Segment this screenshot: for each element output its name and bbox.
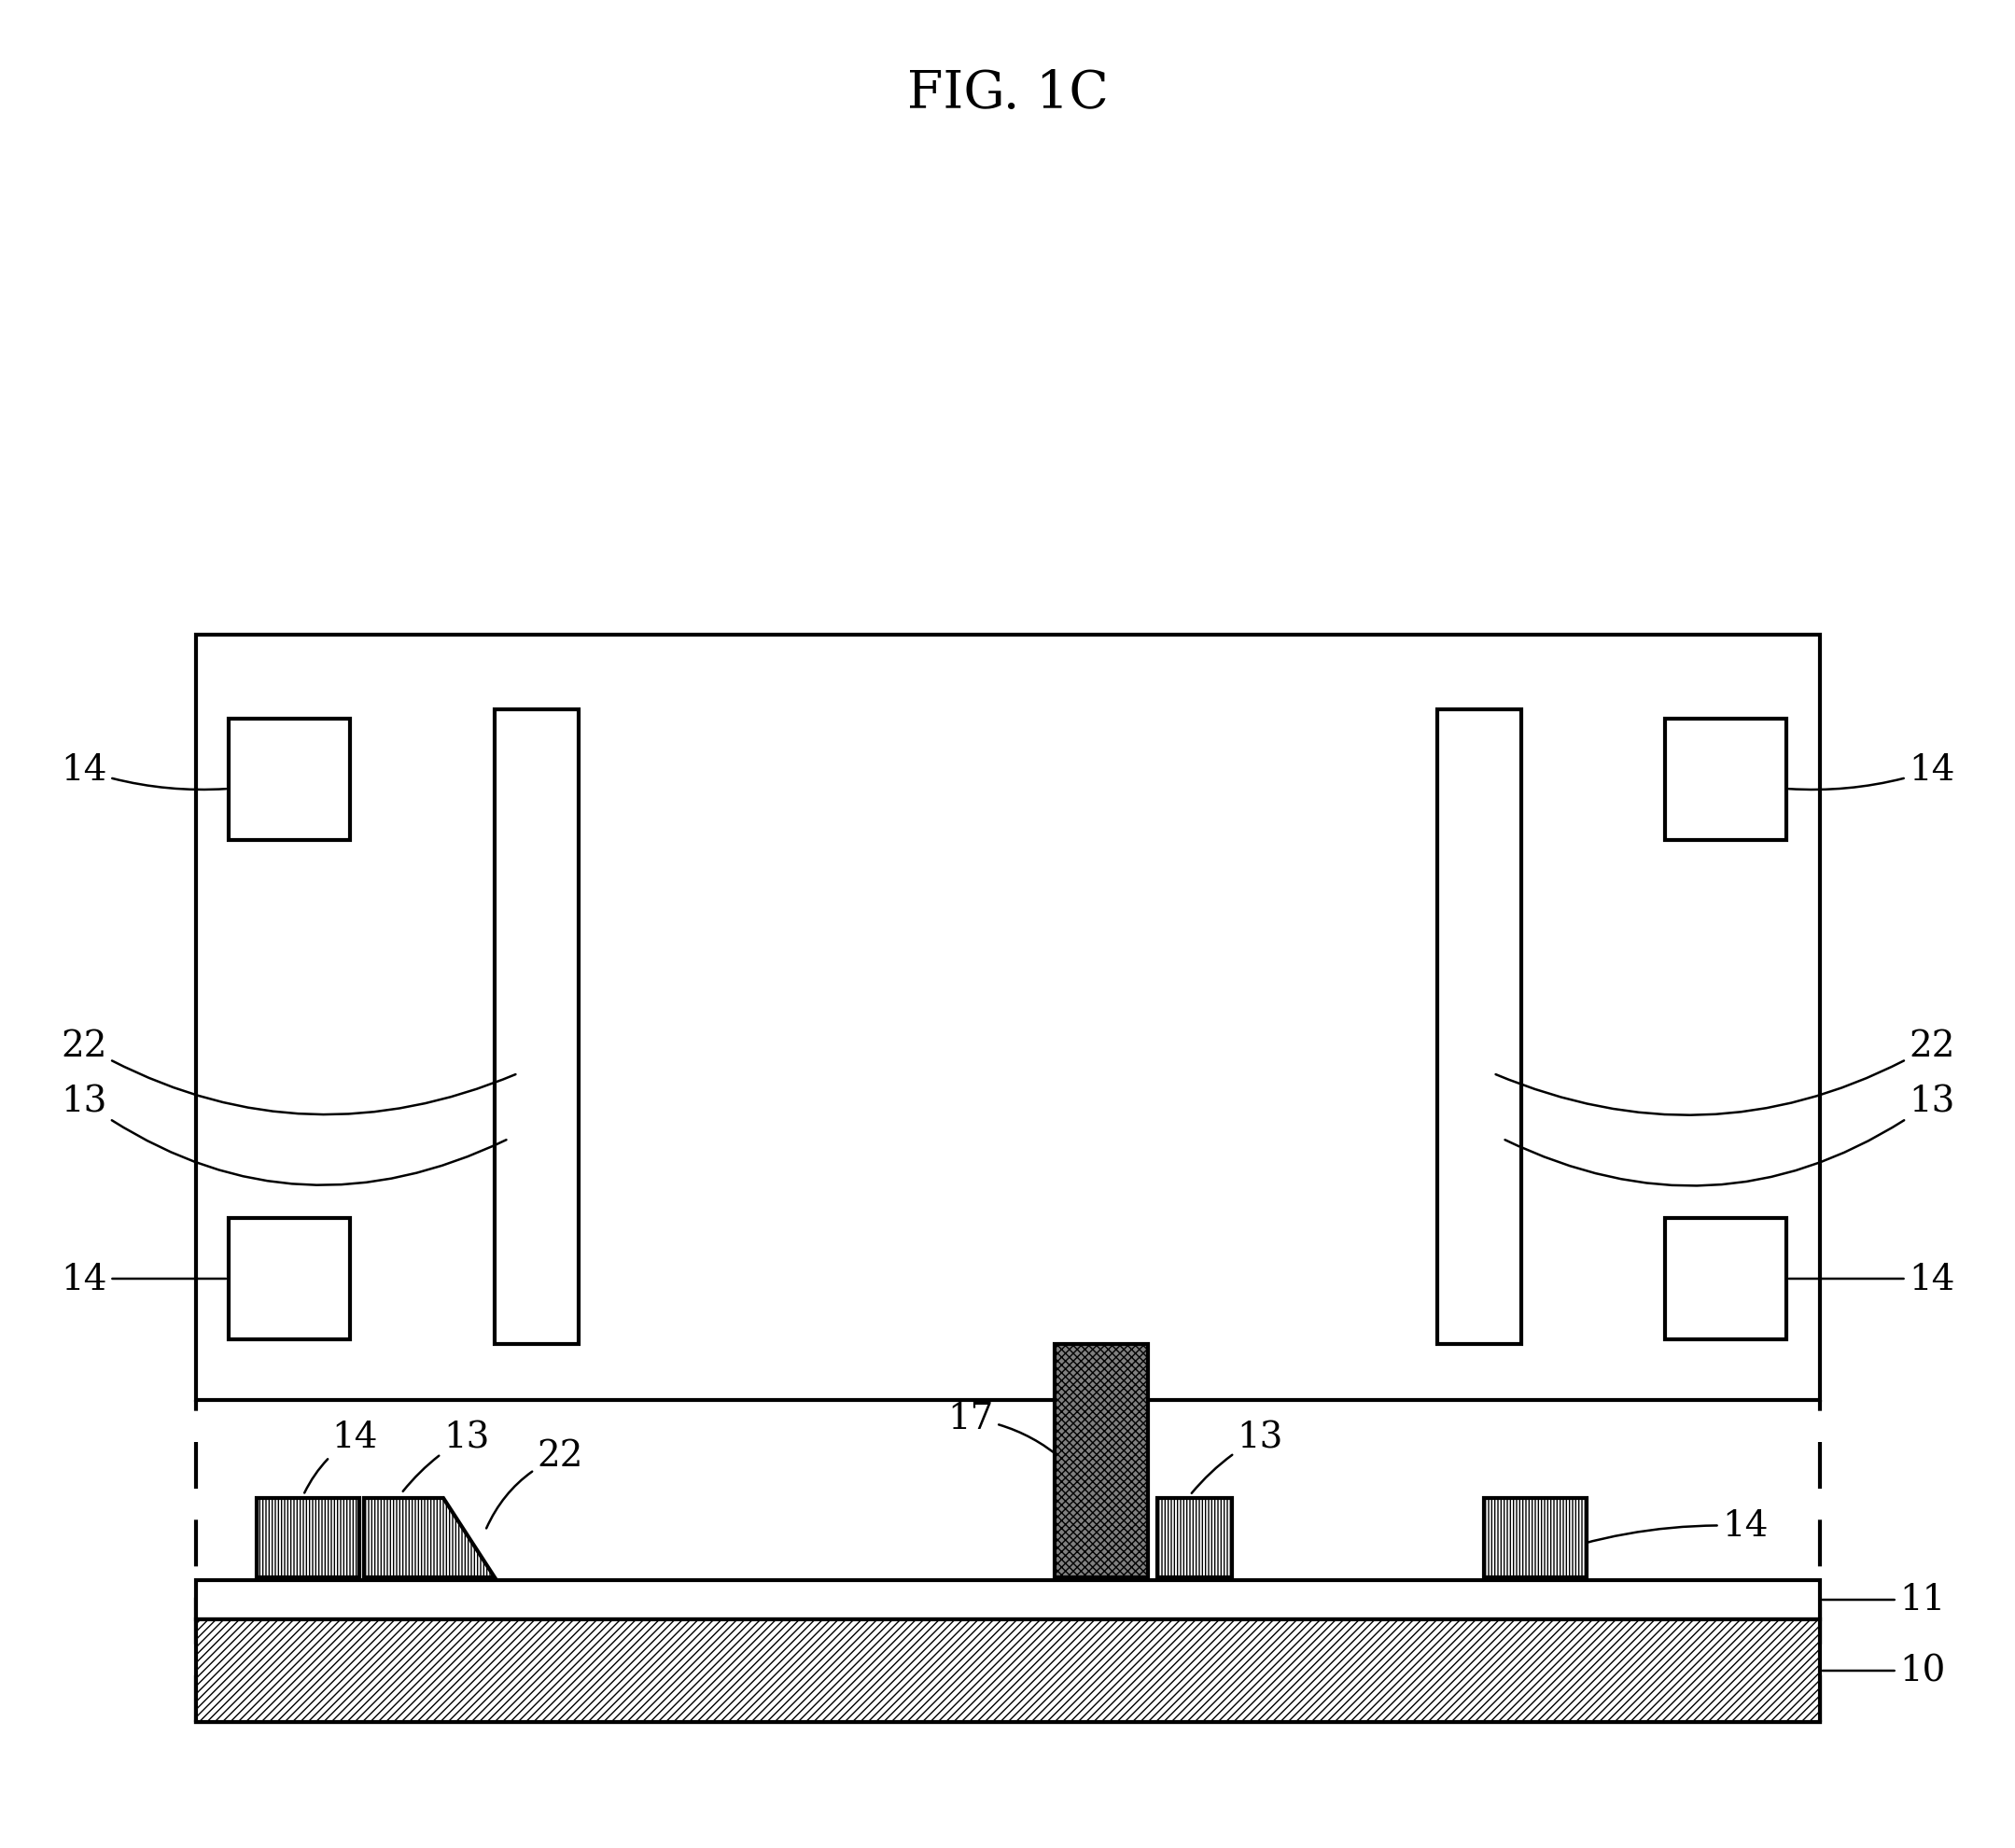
- Text: 11: 11: [1822, 1582, 1946, 1617]
- Bar: [195, 636, 1820, 1401]
- Text: 17: 17: [947, 1401, 1062, 1460]
- Text: 13: 13: [403, 1421, 490, 1491]
- Bar: [1054, 1343, 1149, 1578]
- Bar: [228, 719, 351, 841]
- Text: 13: 13: [60, 1085, 506, 1185]
- Bar: [1664, 719, 1787, 841]
- Text: 13: 13: [1505, 1085, 1955, 1186]
- Text: 14: 14: [1537, 1510, 1769, 1558]
- Text: 13: 13: [1191, 1421, 1284, 1493]
- Text: 14: 14: [60, 1262, 226, 1295]
- Text: 14: 14: [1789, 1262, 1955, 1295]
- Bar: [1664, 1218, 1787, 1340]
- Text: 14: 14: [60, 754, 226, 791]
- Bar: [1437, 710, 1521, 1343]
- Text: 10: 10: [1822, 1654, 1946, 1687]
- Text: 22: 22: [60, 1029, 516, 1114]
- Text: 14: 14: [1789, 754, 1955, 791]
- Polygon shape: [365, 1499, 494, 1578]
- Bar: [195, 1619, 1820, 1722]
- Text: 22: 22: [1495, 1029, 1955, 1116]
- Bar: [228, 1218, 351, 1340]
- Bar: [195, 1580, 1820, 1619]
- Text: 14: 14: [304, 1421, 377, 1493]
- Text: FIG. 1C: FIG. 1C: [907, 68, 1108, 120]
- Text: 22: 22: [486, 1440, 582, 1528]
- Bar: [1483, 1499, 1586, 1578]
- Bar: [1157, 1499, 1231, 1578]
- Bar: [256, 1499, 359, 1578]
- Bar: [494, 710, 578, 1343]
